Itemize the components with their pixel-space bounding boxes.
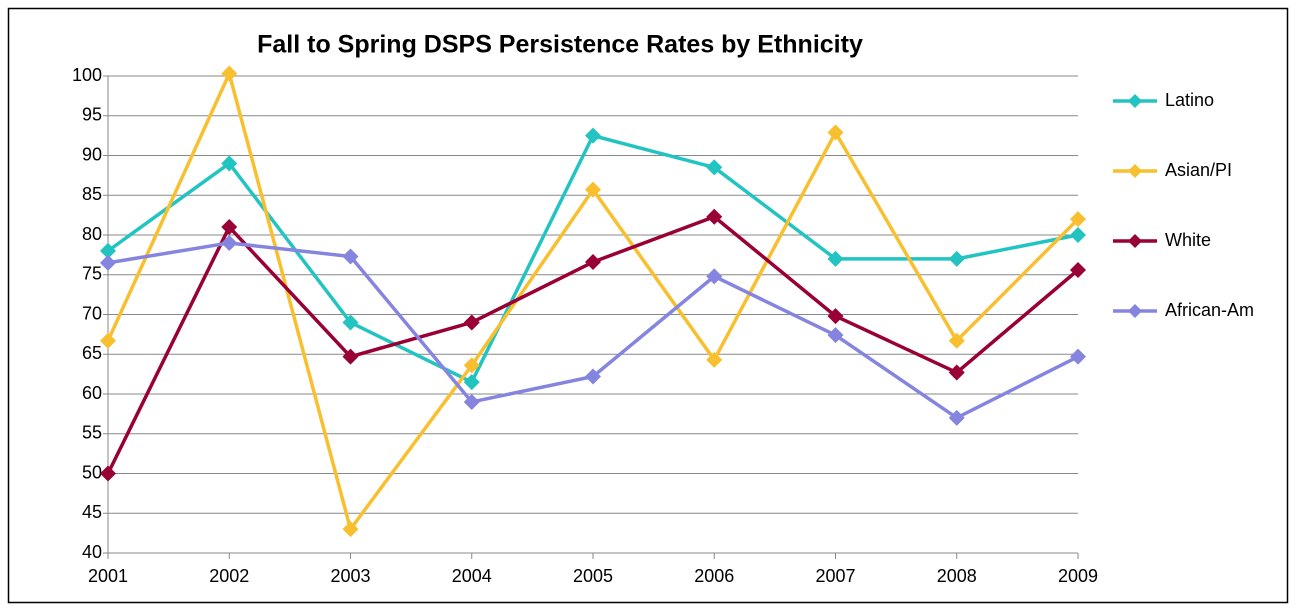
x-tick-label: 2006 bbox=[694, 566, 734, 586]
data-point bbox=[221, 219, 238, 236]
data-point bbox=[100, 332, 116, 349]
data-point bbox=[342, 248, 359, 265]
data-point bbox=[342, 521, 359, 538]
data-point bbox=[100, 254, 116, 271]
y-tick-label: 65 bbox=[82, 343, 102, 363]
data-point bbox=[585, 127, 601, 144]
data-point bbox=[706, 159, 723, 176]
chart-border bbox=[7, 7, 1289, 604]
legend-label: Asian/PI bbox=[1165, 160, 1232, 180]
x-tick-label: 2005 bbox=[573, 566, 613, 586]
data-point bbox=[463, 374, 480, 391]
data-point bbox=[706, 351, 723, 368]
legend-label: White bbox=[1165, 230, 1211, 250]
data-point bbox=[948, 332, 965, 349]
x-tick-label: 2008 bbox=[937, 566, 977, 586]
data-point bbox=[827, 327, 844, 344]
data-point bbox=[585, 368, 601, 385]
data-point bbox=[1070, 211, 1086, 228]
data-point bbox=[1070, 227, 1086, 243]
data-point bbox=[463, 357, 480, 374]
y-tick-label: 40 bbox=[82, 542, 102, 562]
data-point bbox=[221, 65, 238, 82]
x-tick-label: 2007 bbox=[815, 566, 855, 586]
legend-marker bbox=[1128, 304, 1142, 318]
y-tick-label: 45 bbox=[82, 502, 102, 522]
data-point bbox=[827, 308, 844, 325]
data-point bbox=[706, 208, 723, 225]
data-point bbox=[948, 409, 965, 426]
y-tick-label: 70 bbox=[82, 303, 102, 323]
data-point bbox=[463, 393, 480, 410]
data-point bbox=[1070, 348, 1086, 365]
legend-marker bbox=[1128, 234, 1142, 248]
data-point bbox=[342, 314, 359, 331]
data-point bbox=[585, 254, 601, 271]
chart-title: Fall to Spring DSPS Persistence Rates by… bbox=[257, 31, 863, 59]
y-tick-label: 100 bbox=[72, 65, 102, 85]
x-tick-label: 2001 bbox=[88, 566, 128, 586]
x-tick-label: 2004 bbox=[452, 566, 492, 586]
y-tick-label: 90 bbox=[82, 144, 102, 164]
data-point bbox=[706, 268, 723, 285]
y-tick-label: 50 bbox=[82, 462, 102, 482]
y-tick-label: 60 bbox=[82, 383, 102, 403]
data-point bbox=[221, 234, 238, 251]
data-point bbox=[342, 348, 359, 365]
y-tick-label: 85 bbox=[82, 184, 102, 204]
y-tick-label: 75 bbox=[82, 264, 102, 284]
data-point bbox=[827, 250, 844, 267]
data-point bbox=[948, 250, 965, 267]
data-point bbox=[827, 124, 844, 141]
legend-label: Latino bbox=[1165, 90, 1214, 110]
data-point bbox=[221, 155, 238, 172]
y-tick-label: 55 bbox=[82, 423, 102, 443]
data-point bbox=[1070, 261, 1086, 278]
data-point bbox=[100, 242, 116, 259]
data-point bbox=[100, 465, 116, 482]
data-point bbox=[463, 314, 480, 331]
y-tick-label: 95 bbox=[82, 105, 102, 125]
x-tick-label: 2009 bbox=[1058, 566, 1098, 586]
legend-marker bbox=[1128, 164, 1142, 178]
x-tick-label: 2002 bbox=[209, 566, 249, 586]
data-point bbox=[585, 181, 601, 198]
legend-label: African-Am bbox=[1165, 300, 1254, 320]
y-tick-label: 80 bbox=[82, 224, 102, 244]
x-tick-label: 2003 bbox=[330, 566, 370, 586]
data-point bbox=[948, 364, 965, 381]
legend-marker bbox=[1128, 94, 1142, 108]
